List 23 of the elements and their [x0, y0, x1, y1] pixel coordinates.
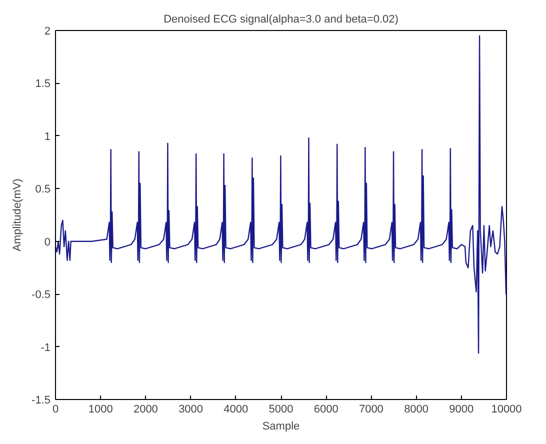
y-tick-label: 0.5 — [35, 184, 51, 196]
y-tick-label: 0 — [44, 236, 51, 248]
x-tick-label: 9000 — [449, 404, 474, 416]
x-tick-label: 0 — [52, 404, 59, 416]
x-tick-label: 7000 — [358, 404, 384, 416]
x-tick-label: 1000 — [88, 404, 113, 416]
y-tick-label: 2 — [44, 26, 51, 38]
y-tick-label: 1 — [44, 130, 51, 143]
y-axis-title: Amplitude(mV) — [12, 178, 24, 252]
chart-title: Denoised ECG signal(alpha=3.0 and beta=0.02) — [164, 14, 398, 26]
y-tick-label: -1.5 — [32, 394, 51, 406]
x-axis-title: Sample — [262, 420, 300, 432]
x-tick-label: 8000 — [404, 404, 429, 416]
x-tick-label: 5000 — [268, 404, 294, 416]
y-tick-label: -1 — [40, 342, 50, 354]
y-tick-label: -0.5 — [32, 289, 51, 302]
x-tick-label: 6000 — [314, 404, 338, 416]
y-tick-label: 1.5 — [35, 78, 51, 90]
x-tick-label: 3000 — [178, 404, 204, 416]
x-tick-label: 4000 — [224, 404, 248, 416]
line-series — [56, 35, 506, 354]
x-tick-label: 10000 — [491, 404, 522, 416]
x-tick-label: 2000 — [133, 404, 158, 416]
